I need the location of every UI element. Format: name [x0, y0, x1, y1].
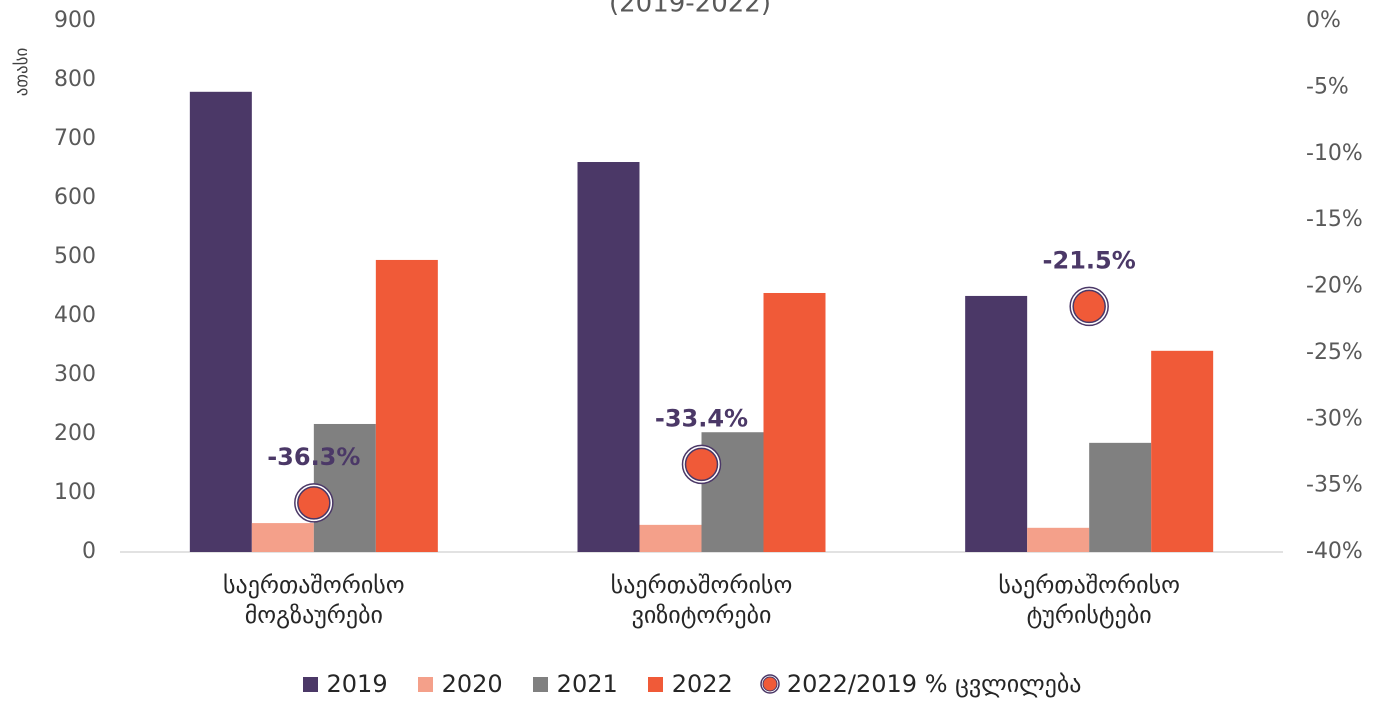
legend-item: 2022/2019 % ცვლილება [759, 670, 1082, 698]
legend-item: 2020 [414, 670, 503, 698]
legend-swatch [760, 674, 780, 694]
y-tick-label: 700 [54, 126, 96, 151]
bar [375, 259, 438, 552]
legend-label: 2020 [441, 670, 503, 698]
y2-tick-label: -35% [1306, 473, 1363, 498]
y2-tick-label: -40% [1306, 539, 1363, 564]
legend-swatch [647, 677, 663, 692]
chart-title: (2019-2022) [609, 0, 771, 19]
legend-marker [302, 677, 318, 692]
legend-marker [762, 676, 778, 692]
marker [297, 486, 331, 520]
y-tick-label: 500 [54, 244, 96, 269]
marker [1072, 289, 1106, 324]
bar [1027, 527, 1090, 552]
y-tick-label: 0 [82, 539, 96, 564]
y-tick-label: 100 [54, 480, 96, 505]
legend-label: 2019 [326, 670, 388, 698]
bar [251, 523, 314, 552]
legend-swatch [417, 677, 433, 692]
y-tick-label: 300 [54, 362, 96, 387]
legend-item: 2022 [644, 670, 733, 698]
legend-marker [532, 677, 548, 692]
y-axis-label: ათასი [12, 48, 32, 97]
y-tick-label: 900 [54, 8, 96, 33]
legend-item: 2019 [299, 670, 388, 698]
legend-swatch [532, 677, 548, 692]
bar [639, 524, 702, 552]
legend-swatch [302, 677, 318, 692]
bar [1151, 350, 1214, 552]
legend-marker [647, 677, 663, 692]
y-tick-label: 600 [54, 185, 96, 210]
legend-label: 2022/2019 % ცვლილება [786, 670, 1082, 698]
x-tick-label: საერთაშორისო ვიზიტორები [610, 571, 793, 629]
legend-marker [417, 677, 433, 692]
data-label: -33.4% [655, 404, 748, 432]
y2-tick-label: 0% [1306, 8, 1341, 33]
x-tick-label: საერთაშორისო მოგზაურები [223, 571, 405, 629]
y2-tick-label: -10% [1306, 141, 1363, 166]
y2-tick-label: -20% [1306, 274, 1363, 299]
legend-label: 2022 [671, 670, 733, 698]
bar [1089, 442, 1152, 552]
bar [189, 91, 252, 553]
y2-tick-label: -5% [1306, 74, 1349, 99]
y2-tick-label: -25% [1306, 340, 1363, 365]
data-label: -36.3% [267, 443, 360, 471]
y-tick-label: 200 [54, 421, 96, 446]
bar [763, 292, 826, 552]
x-tick-label: საერთაშორისო ტურისტები [998, 571, 1180, 629]
legend: 2019 2020 2021 2022 2022/2019 % ცვლილება [0, 670, 1380, 698]
legend-label: 2021 [556, 670, 618, 698]
y-tick-label: 800 [54, 67, 96, 92]
bar [965, 295, 1028, 552]
marker [684, 447, 719, 482]
data-label: -21.5% [1043, 246, 1136, 274]
bar [577, 162, 640, 552]
y2-tick-label: -15% [1306, 207, 1363, 232]
legend-item: 2021 [529, 670, 618, 698]
y2-tick-label: -30% [1306, 406, 1363, 431]
y-tick-label: 400 [54, 303, 96, 328]
